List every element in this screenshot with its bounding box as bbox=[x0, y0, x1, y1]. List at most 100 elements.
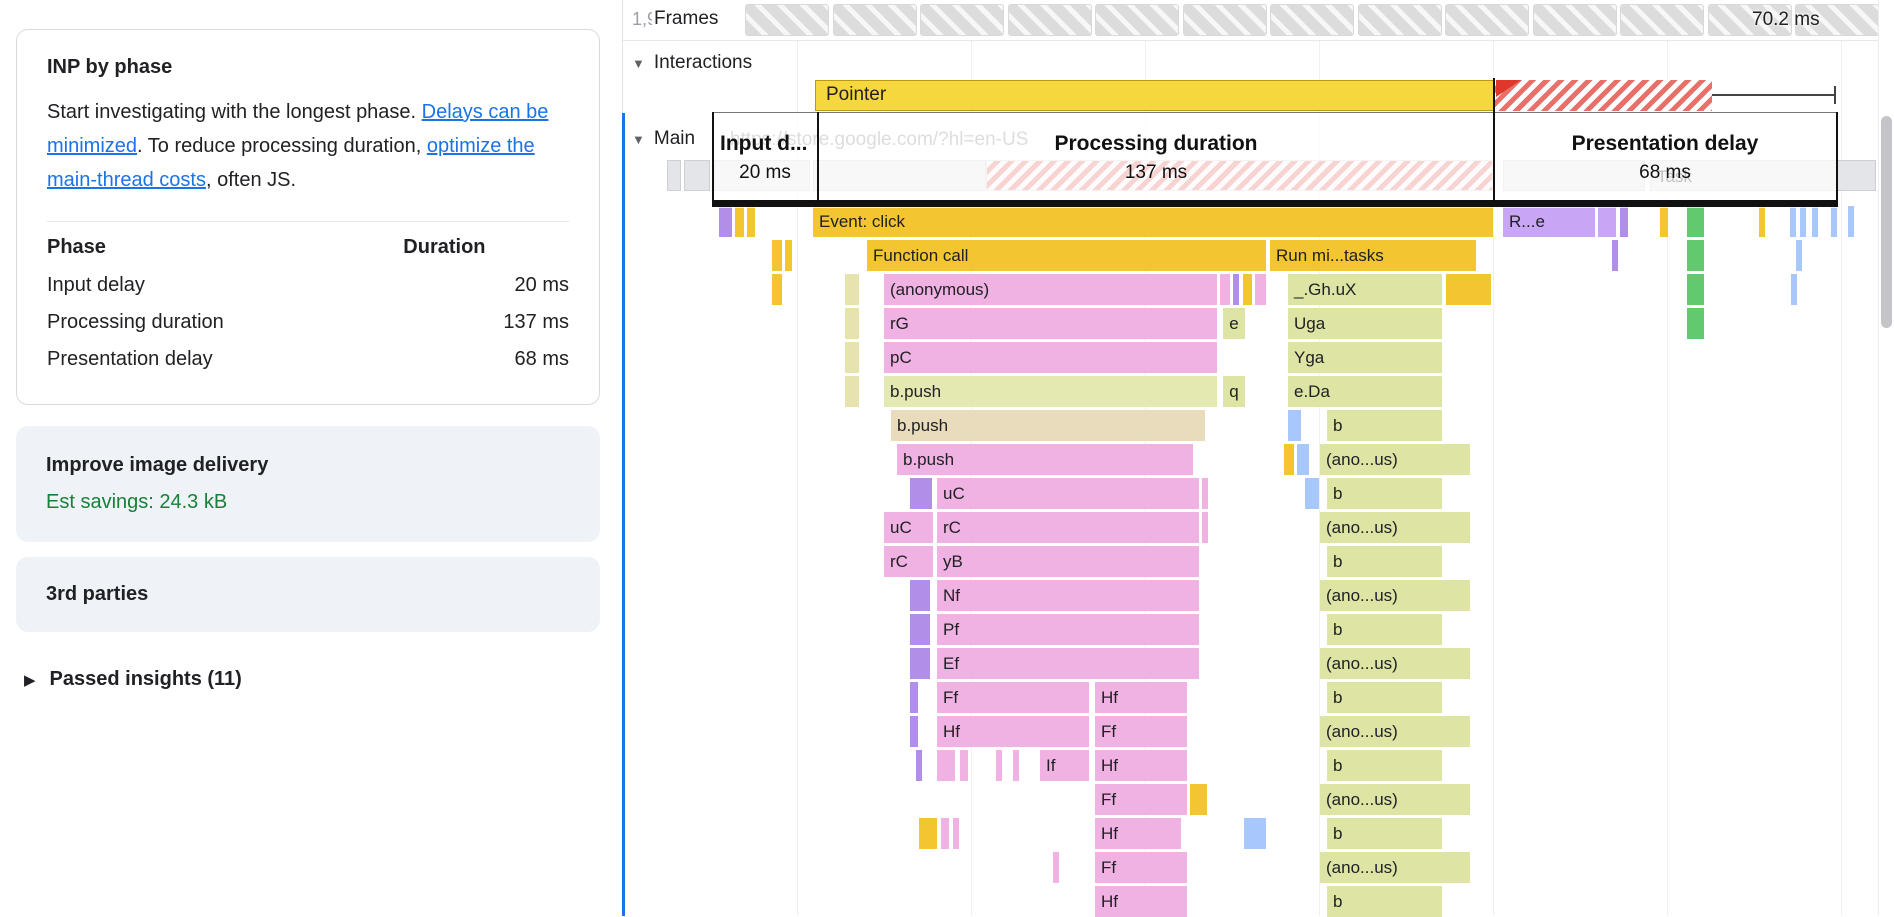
frame-segment[interactable] bbox=[1795, 4, 1879, 36]
frame-segment[interactable] bbox=[1445, 4, 1529, 36]
flame-bar[interactable] bbox=[941, 818, 949, 849]
flame-bar-b[interactable]: b bbox=[1327, 886, 1442, 917]
flame-bar[interactable] bbox=[1255, 274, 1266, 305]
flame-bar[interactable] bbox=[996, 750, 1002, 781]
flame-bar-b[interactable]: b bbox=[1327, 410, 1442, 441]
flame-bar[interactable] bbox=[1687, 240, 1704, 271]
frame-segment[interactable] bbox=[1357, 4, 1442, 36]
flame-bar-b[interactable]: b bbox=[1327, 546, 1442, 577]
flame-bar-bpush[interactable]: b.push bbox=[897, 444, 1193, 475]
flame-bar[interactable] bbox=[1202, 478, 1208, 509]
flame-bar[interactable] bbox=[1687, 206, 1704, 237]
flame-bar[interactable] bbox=[735, 206, 744, 237]
flame-bar-rc[interactable]: rC bbox=[937, 512, 1199, 543]
frame-segment[interactable] bbox=[920, 4, 1004, 36]
flame-bar-uga[interactable]: Uga bbox=[1288, 308, 1442, 339]
flame-bar-yga[interactable]: Yga bbox=[1288, 342, 1442, 373]
flame-bar[interactable] bbox=[910, 614, 930, 645]
flame-bar-e[interactable]: e bbox=[1223, 308, 1245, 339]
flame-bar[interactable] bbox=[1800, 206, 1806, 237]
flame-bar-anous[interactable]: (ano...us) bbox=[1320, 852, 1470, 883]
flame-bar[interactable] bbox=[845, 376, 859, 407]
flame-bar[interactable] bbox=[772, 274, 782, 305]
flame-bar[interactable] bbox=[719, 206, 732, 237]
flame-bar-uc[interactable]: uC bbox=[884, 512, 933, 543]
flame-bar-ff[interactable]: Ff bbox=[1095, 784, 1187, 815]
flame-bar[interactable] bbox=[845, 342, 859, 373]
flame-bar[interactable] bbox=[910, 716, 918, 747]
interactions-track-header[interactable]: ▼ Interactions bbox=[632, 51, 752, 75]
flame-bar-eda[interactable]: e.Da bbox=[1288, 376, 1442, 407]
insight-link[interactable]: optimize the main-thread costs bbox=[47, 135, 535, 191]
flame-bar[interactable] bbox=[1660, 206, 1668, 237]
flame-bar[interactable] bbox=[910, 682, 918, 713]
flame-bar-nf[interactable]: Nf bbox=[937, 580, 1199, 611]
flame-bar[interactable] bbox=[1831, 206, 1837, 237]
flame-bar-hf[interactable]: Hf bbox=[1095, 682, 1187, 713]
flame-bar-hf[interactable]: Hf bbox=[1095, 750, 1187, 781]
insight-link[interactable]: Delays can be minimized bbox=[47, 101, 549, 157]
flame-bar[interactable] bbox=[960, 750, 968, 781]
flame-bar-anous[interactable]: (ano...us) bbox=[1320, 444, 1470, 475]
flame-bar-anous[interactable]: (ano...us) bbox=[1320, 512, 1470, 543]
flame-bar[interactable] bbox=[1791, 274, 1797, 305]
flame-bar[interactable] bbox=[1053, 852, 1059, 883]
flame-bar-hf[interactable]: Hf bbox=[1095, 886, 1187, 917]
improve-image-delivery-card[interactable]: Improve image delivery Est savings: 24.3… bbox=[16, 426, 600, 542]
frame-segment[interactable] bbox=[1707, 4, 1792, 36]
flame-bar-rg[interactable]: rG bbox=[884, 308, 1217, 339]
flame-bar-hf[interactable]: Hf bbox=[937, 716, 1089, 747]
flame-bar-functioncall[interactable]: Function call bbox=[867, 240, 1266, 271]
flame-bar-bpush[interactable]: b.push bbox=[891, 410, 1205, 441]
flame-bar-re[interactable]: R...e bbox=[1503, 206, 1595, 237]
flame-bar[interactable] bbox=[1796, 240, 1802, 271]
third-parties-card[interactable]: 3rd parties bbox=[16, 557, 600, 632]
main-track-header[interactable]: ▼ Main bbox=[632, 127, 695, 151]
flame-bar[interactable] bbox=[910, 478, 932, 509]
flame-bar-b[interactable]: b bbox=[1327, 478, 1442, 509]
flame-bar[interactable] bbox=[1612, 240, 1618, 271]
flame-bar[interactable] bbox=[910, 580, 930, 611]
frame-segment[interactable] bbox=[1007, 4, 1092, 36]
frame-segment[interactable] bbox=[1532, 4, 1617, 36]
flame-bar[interactable] bbox=[772, 240, 782, 271]
frame-segment[interactable] bbox=[1182, 4, 1267, 36]
flame-bar-b[interactable]: b bbox=[1327, 682, 1442, 713]
frame-segment[interactable] bbox=[1270, 4, 1354, 36]
passed-insights-toggle[interactable]: ▶ Passed insights (11) bbox=[16, 668, 600, 691]
flame-bar-anous[interactable]: (ano...us) bbox=[1320, 648, 1470, 679]
flame-bar-ff[interactable]: Ff bbox=[1095, 716, 1187, 747]
flame-bar[interactable] bbox=[1790, 206, 1796, 237]
flame-bar-bpush[interactable]: b.push bbox=[884, 376, 1217, 407]
flame-bar-b[interactable]: b bbox=[1327, 818, 1442, 849]
flame-bar[interactable] bbox=[845, 274, 859, 305]
flame-bar[interactable] bbox=[1687, 308, 1704, 339]
flame-bar[interactable] bbox=[953, 818, 959, 849]
task-bar[interactable] bbox=[684, 160, 710, 191]
flame-bar[interactable] bbox=[1244, 818, 1266, 849]
flame-bar-anous[interactable]: (ano...us) bbox=[1320, 716, 1470, 747]
flame-bar-q[interactable]: q bbox=[1223, 376, 1245, 407]
flame-bar-yb[interactable]: yB bbox=[937, 546, 1199, 577]
flame-bar-ghux[interactable]: _.Gh.uX bbox=[1288, 274, 1442, 305]
flame-bar[interactable] bbox=[1687, 274, 1704, 305]
flame-bar[interactable] bbox=[1233, 274, 1239, 305]
flame-bar[interactable] bbox=[1759, 206, 1765, 237]
flame-bar[interactable] bbox=[1848, 206, 1854, 237]
flame-bar-pf[interactable]: Pf bbox=[937, 614, 1199, 645]
flame-bar[interactable] bbox=[1598, 206, 1616, 237]
flame-bar-rc[interactable]: rC bbox=[884, 546, 933, 577]
flame-bar[interactable] bbox=[937, 750, 955, 781]
flame-bar[interactable] bbox=[1220, 274, 1230, 305]
frame-segment[interactable] bbox=[1095, 4, 1179, 36]
flame-bar-eventclick[interactable]: Event: click bbox=[813, 206, 1493, 237]
flame-bar-if[interactable]: If bbox=[1040, 750, 1089, 781]
flame-bar-runmitasks[interactable]: Run mi...tasks bbox=[1270, 240, 1476, 271]
flame-bar-ff[interactable]: Ff bbox=[937, 682, 1089, 713]
scrollbar-thumb[interactable] bbox=[1881, 116, 1892, 328]
frame-segment[interactable] bbox=[745, 4, 829, 36]
flame-bar[interactable] bbox=[1288, 410, 1301, 441]
flame-bar[interactable] bbox=[1243, 274, 1252, 305]
pointer-interaction-bar[interactable]: Pointer bbox=[815, 80, 1494, 111]
flame-bar[interactable] bbox=[1297, 444, 1309, 475]
